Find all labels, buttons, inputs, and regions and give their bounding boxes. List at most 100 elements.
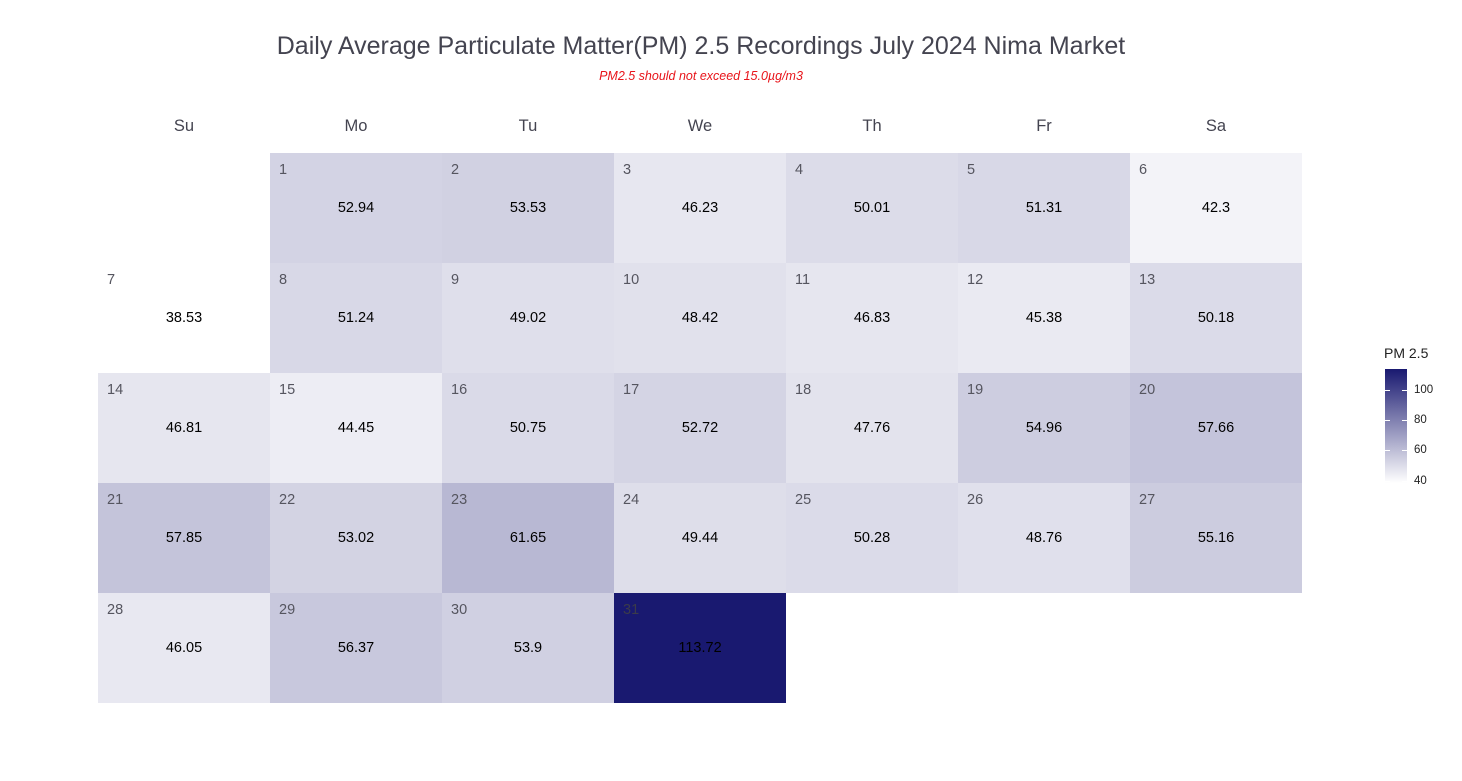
day-cell: 10 48.42: [614, 263, 786, 373]
day-value-label: 50.18: [1197, 310, 1235, 326]
legend-tick-mark: [1385, 420, 1390, 422]
day-value-label: 113.72: [678, 640, 722, 656]
day-cell: 5 51.31: [958, 153, 1130, 263]
day-cell: 13 50.18: [1130, 263, 1302, 373]
day-number: 3: [623, 162, 632, 178]
day-cell: 15 44.45: [270, 373, 442, 483]
day-number: 29: [279, 602, 296, 618]
chart-subtitle: PM2.5 should not exceed 15.0µg/m3: [599, 69, 803, 83]
day-cell: 7 38.53: [98, 263, 270, 373]
day-value-label: 51.24: [337, 310, 375, 326]
day-cell: 18 47.76: [786, 373, 958, 483]
legend-color-bar: [1385, 369, 1407, 483]
day-cell: 23 61.65: [442, 483, 614, 593]
legend-tick-mark: [1385, 389, 1390, 391]
day-cell: 9 49.02: [442, 263, 614, 373]
day-cell: 25 50.28: [786, 483, 958, 593]
day-number: 18: [795, 382, 812, 398]
day-value-label: 46.23: [681, 200, 719, 216]
day-value-label: 49.02: [509, 310, 547, 326]
legend-tick-mark: [1402, 420, 1407, 422]
weekday-label: Th: [862, 117, 882, 135]
day-value-label: 61.65: [509, 530, 547, 546]
day-number: 4: [795, 162, 804, 178]
day-number: 22: [279, 492, 296, 508]
day-value-label: 50.01: [853, 200, 891, 216]
legend-tick-label: 40: [1414, 474, 1427, 487]
day-value-label: 55.16: [1197, 530, 1235, 546]
weekday-label: Fr: [1036, 117, 1052, 135]
day-number: 5: [967, 162, 976, 178]
day-number: 31: [623, 602, 640, 618]
day-number: 10: [623, 272, 640, 288]
day-number: 24: [623, 492, 640, 508]
day-value-label: 48.76: [1025, 530, 1063, 546]
day-number: 15: [279, 382, 296, 398]
day-cell: 29 56.37: [270, 593, 442, 703]
day-value-label: 50.75: [509, 420, 547, 436]
day-value-label: 46.81: [165, 420, 203, 436]
day-cell: 24 49.44: [614, 483, 786, 593]
day-number: 17: [623, 382, 640, 398]
day-value-label: 53.02: [337, 530, 375, 546]
legend-tick-mark: [1402, 480, 1407, 482]
day-cell: 19 54.96: [958, 373, 1130, 483]
day-cell: 17 52.72: [614, 373, 786, 483]
legend-tick-mark: [1402, 450, 1407, 452]
day-value-label: 38.53: [165, 310, 203, 326]
day-value-label: 48.42: [681, 310, 719, 326]
day-value-label: 45.38: [1025, 310, 1063, 326]
day-number: 25: [795, 492, 812, 508]
day-value-label: 44.45: [337, 420, 375, 436]
day-number: 23: [451, 492, 468, 508]
day-value-label: 51.31: [1025, 200, 1063, 216]
day-value-label: 46.05: [165, 640, 203, 656]
day-number: 11: [795, 272, 811, 288]
day-value-label: 52.94: [337, 200, 375, 216]
day-number: 27: [1139, 492, 1156, 508]
day-cell: 28 46.05: [98, 593, 270, 703]
day-number: 6: [1139, 162, 1148, 178]
day-cell: 8 51.24: [270, 263, 442, 373]
day-cell: 16 50.75: [442, 373, 614, 483]
legend-tick-label: 80: [1414, 414, 1427, 427]
day-value-label: 49.44: [681, 530, 719, 546]
weekday-label: Mo: [344, 117, 368, 135]
weekday-label: Sa: [1205, 117, 1227, 135]
day-cell: 31 113.72: [614, 593, 786, 703]
day-cell: 11 46.83: [786, 263, 958, 373]
day-cell: 1 52.94: [270, 153, 442, 263]
day-number: 19: [967, 382, 984, 398]
day-cell: 3 46.23: [614, 153, 786, 263]
day-number: 21: [107, 492, 124, 508]
day-value-label: 46.83: [853, 310, 891, 326]
day-number: 16: [451, 382, 468, 398]
day-number: 2: [451, 162, 460, 178]
day-value-label: 53.9: [513, 640, 543, 656]
day-cell: 21 57.85: [98, 483, 270, 593]
weekday-label: We: [687, 117, 713, 135]
day-number: 12: [967, 272, 984, 288]
day-value-label: 42.3: [1201, 200, 1231, 216]
day-cell: 20 57.66: [1130, 373, 1302, 483]
day-value-label: 53.53: [509, 200, 547, 216]
day-value-label: 50.28: [853, 530, 891, 546]
day-number: 8: [279, 272, 288, 288]
day-number: 1: [279, 162, 288, 178]
day-cell: 26 48.76: [958, 483, 1130, 593]
day-value-label: 47.76: [853, 420, 891, 436]
day-number: 20: [1139, 382, 1156, 398]
day-number: 13: [1139, 272, 1156, 288]
color-legend: PM 2.5 40 60 80 100: [1384, 345, 1433, 487]
day-number: 30: [451, 602, 468, 618]
weekday-label: Su: [173, 117, 195, 135]
day-number: 14: [107, 382, 124, 398]
legend-tick-label: 60: [1414, 444, 1427, 457]
day-value-label: 52.72: [681, 420, 719, 436]
day-number: 9: [451, 272, 460, 288]
day-cell: 27 55.16: [1130, 483, 1302, 593]
day-value-label: 54.96: [1025, 420, 1063, 436]
day-cell: 14 46.81: [98, 373, 270, 483]
day-number: 28: [107, 602, 124, 618]
day-number: 26: [967, 492, 984, 508]
